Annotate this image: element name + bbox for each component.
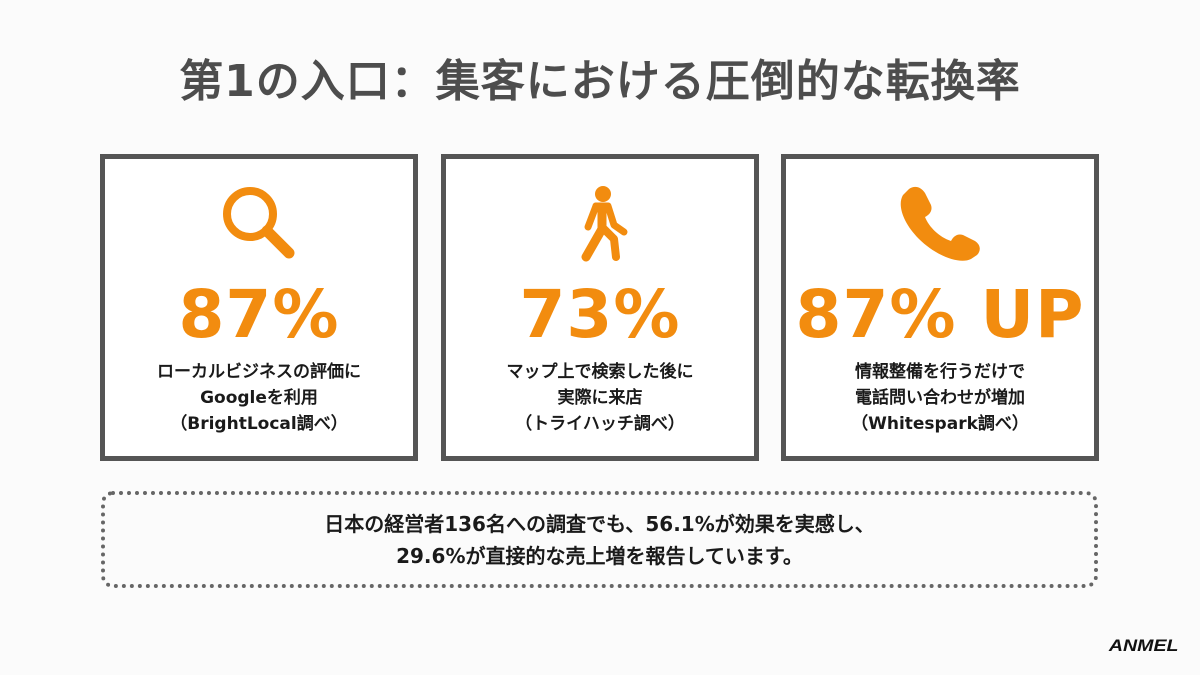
source-line: （BrightLocal調べ） xyxy=(170,414,348,434)
note-line: 29.6%が直接的な売上増を報告しています。 xyxy=(396,543,803,568)
source-line: （トライハッチ調べ） xyxy=(515,414,685,434)
description-line: Googleを利用 xyxy=(200,388,318,408)
description-line: 情報整備を行うだけで xyxy=(855,362,1025,382)
stat-card-phone-inquiries: 87% UP 情報整備を行うだけで 電話問い合わせが増加 （Whitespark… xyxy=(781,154,1099,461)
stat-value: 87% xyxy=(178,276,340,353)
stat-card-map-visits: 73% マップ上で検索した後に 実際に来店 （トライハッチ調べ） xyxy=(441,154,759,461)
source-line: （Whitespark調べ） xyxy=(851,414,1029,434)
description-line: マップ上で検索した後に xyxy=(506,362,694,382)
stat-value: 73% xyxy=(519,276,681,353)
stat-card-google-reviews: 87% ローカルビジネスの評価に Googleを利用 （BrightLocal調… xyxy=(100,154,418,461)
stat-description: マップ上で検索した後に 実際に来店 （トライハッチ調べ） xyxy=(446,359,754,437)
description-line: ローカルビジネスの評価に xyxy=(157,362,361,382)
description-line: 電話問い合わせが増加 xyxy=(855,388,1025,408)
phone-icon xyxy=(786,181,1094,265)
slide-title: 第1の入口：集客における圧倒的な転換率 xyxy=(179,56,1021,107)
survey-note-box: 日本の経営者136名への調査でも、56.1%が効果を実感し、 29.6%が直接的… xyxy=(101,491,1098,588)
stat-description: 情報整備を行うだけで 電話問い合わせが増加 （Whitespark調べ） xyxy=(786,359,1094,437)
search-icon xyxy=(105,181,413,265)
note-line: 日本の経営者136名への調査でも、56.1%が効果を実感し、 xyxy=(324,511,875,536)
walking-person-icon xyxy=(446,181,754,265)
stat-description: ローカルビジネスの評価に Googleを利用 （BrightLocal調べ） xyxy=(105,359,413,437)
brand-logo: ANMEL xyxy=(1108,636,1178,655)
stat-value: 87% UP xyxy=(795,276,1085,353)
description-line: 実際に来店 xyxy=(557,388,643,408)
